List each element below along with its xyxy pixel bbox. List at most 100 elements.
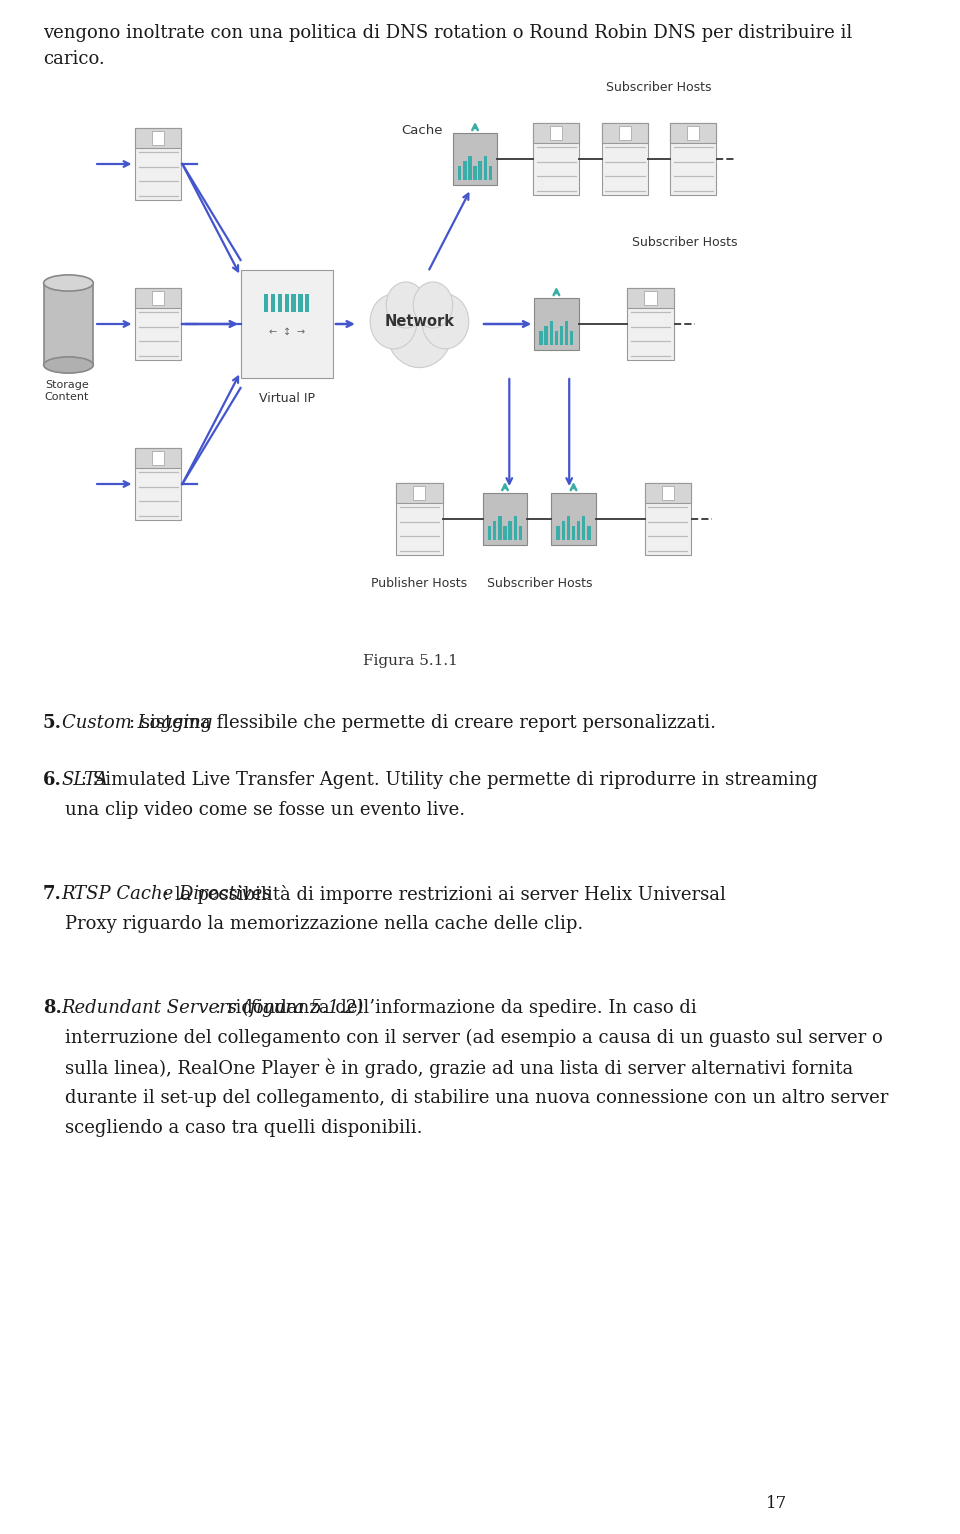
FancyBboxPatch shape xyxy=(264,295,269,311)
FancyBboxPatch shape xyxy=(549,321,553,345)
Text: →: → xyxy=(297,327,304,337)
FancyBboxPatch shape xyxy=(602,123,648,143)
FancyBboxPatch shape xyxy=(153,130,164,146)
Circle shape xyxy=(386,282,425,328)
FancyBboxPatch shape xyxy=(241,270,333,377)
Text: Virtual IP: Virtual IP xyxy=(259,393,315,405)
Text: Subscriber Hosts: Subscriber Hosts xyxy=(632,236,737,249)
FancyBboxPatch shape xyxy=(396,483,443,503)
Text: : la possibilità di imporre restrizioni ai server Helix Universal: : la possibilità di imporre restrizioni … xyxy=(162,885,726,904)
FancyBboxPatch shape xyxy=(396,483,443,555)
Circle shape xyxy=(371,295,417,348)
Text: Storage
Content: Storage Content xyxy=(44,380,89,402)
Text: vengono inoltrate con una politica di DNS rotation o Round Robin DNS per distrib: vengono inoltrate con una politica di DN… xyxy=(43,25,852,41)
FancyBboxPatch shape xyxy=(644,483,691,555)
Text: una clip video come se fosse un evento live.: una clip video come se fosse un evento l… xyxy=(65,801,466,819)
FancyBboxPatch shape xyxy=(43,282,93,365)
FancyBboxPatch shape xyxy=(484,156,487,179)
FancyBboxPatch shape xyxy=(644,483,691,503)
Text: ←: ← xyxy=(269,327,277,337)
Text: Custom Logging: Custom Logging xyxy=(61,713,212,732)
FancyBboxPatch shape xyxy=(670,123,716,195)
Text: SLTA: SLTA xyxy=(61,772,108,788)
FancyBboxPatch shape xyxy=(572,526,575,540)
FancyBboxPatch shape xyxy=(305,295,309,311)
FancyBboxPatch shape xyxy=(468,156,471,179)
FancyBboxPatch shape xyxy=(478,161,482,179)
FancyBboxPatch shape xyxy=(488,526,492,540)
FancyBboxPatch shape xyxy=(550,126,563,140)
Text: Figura 5.1.1: Figura 5.1.1 xyxy=(364,653,458,667)
Ellipse shape xyxy=(43,275,93,291)
FancyBboxPatch shape xyxy=(493,522,496,540)
FancyBboxPatch shape xyxy=(619,126,631,140)
FancyBboxPatch shape xyxy=(551,492,596,545)
FancyBboxPatch shape xyxy=(483,492,527,545)
Text: Proxy riguardo la memorizzazione nella cache delle clip.: Proxy riguardo la memorizzazione nella c… xyxy=(65,914,584,933)
Text: : ridondanza dell’informazione da spedire. In caso di: : ridondanza dell’informazione da spedir… xyxy=(215,999,697,1017)
FancyBboxPatch shape xyxy=(458,166,462,179)
FancyBboxPatch shape xyxy=(271,295,276,311)
FancyBboxPatch shape xyxy=(588,526,590,540)
FancyBboxPatch shape xyxy=(577,522,581,540)
FancyBboxPatch shape xyxy=(153,291,164,305)
FancyBboxPatch shape xyxy=(135,127,181,149)
Text: RTSP Cache Directives: RTSP Cache Directives xyxy=(61,885,272,904)
FancyBboxPatch shape xyxy=(135,448,181,468)
FancyBboxPatch shape xyxy=(562,522,564,540)
FancyBboxPatch shape xyxy=(544,327,548,345)
FancyBboxPatch shape xyxy=(644,291,657,305)
Text: 8.: 8. xyxy=(43,999,61,1017)
Ellipse shape xyxy=(43,357,93,373)
Circle shape xyxy=(421,295,468,348)
FancyBboxPatch shape xyxy=(628,288,674,308)
FancyBboxPatch shape xyxy=(566,515,570,540)
Text: interruzione del collegamento con il server (ad esempio a causa di un guasto sul: interruzione del collegamento con il ser… xyxy=(65,1029,883,1048)
FancyBboxPatch shape xyxy=(540,331,542,345)
FancyBboxPatch shape xyxy=(560,327,564,345)
FancyBboxPatch shape xyxy=(602,123,648,195)
FancyBboxPatch shape xyxy=(498,515,501,540)
FancyBboxPatch shape xyxy=(533,123,580,143)
FancyBboxPatch shape xyxy=(534,298,579,350)
Text: durante il set-up del collegamento, di stabilire una nuova connessione con un al: durante il set-up del collegamento, di s… xyxy=(65,1089,888,1108)
FancyBboxPatch shape xyxy=(414,486,425,500)
FancyBboxPatch shape xyxy=(687,126,700,140)
Text: Cache: Cache xyxy=(401,124,443,138)
FancyBboxPatch shape xyxy=(518,526,522,540)
FancyBboxPatch shape xyxy=(473,166,477,179)
FancyBboxPatch shape xyxy=(628,288,674,360)
FancyBboxPatch shape xyxy=(489,166,492,179)
Text: : Simulated Live Transfer Agent. Utility che permette di riprodurre in streaming: : Simulated Live Transfer Agent. Utility… xyxy=(81,772,818,788)
Text: 17: 17 xyxy=(766,1496,787,1513)
Text: 6.: 6. xyxy=(43,772,61,788)
FancyBboxPatch shape xyxy=(555,331,558,345)
Text: 5.: 5. xyxy=(43,713,61,732)
FancyBboxPatch shape xyxy=(299,295,302,311)
FancyBboxPatch shape xyxy=(453,133,497,186)
FancyBboxPatch shape xyxy=(670,123,716,143)
FancyBboxPatch shape xyxy=(135,127,181,199)
Text: Publisher Hosts: Publisher Hosts xyxy=(372,577,468,591)
FancyBboxPatch shape xyxy=(514,515,517,540)
FancyBboxPatch shape xyxy=(277,295,282,311)
Text: Redundant Servers (figura 5.1.2): Redundant Servers (figura 5.1.2) xyxy=(61,999,364,1017)
FancyBboxPatch shape xyxy=(509,522,512,540)
Text: ↕: ↕ xyxy=(282,327,291,337)
Circle shape xyxy=(386,288,453,368)
FancyBboxPatch shape xyxy=(284,295,289,311)
FancyBboxPatch shape xyxy=(292,295,296,311)
FancyBboxPatch shape xyxy=(557,526,560,540)
FancyBboxPatch shape xyxy=(135,288,181,308)
Text: : sistema flessibile che permette di creare report personalizzati.: : sistema flessibile che permette di cre… xyxy=(129,713,716,732)
FancyBboxPatch shape xyxy=(533,123,580,195)
Text: Network: Network xyxy=(384,314,454,330)
Text: carico.: carico. xyxy=(43,51,105,67)
Text: 7.: 7. xyxy=(43,885,61,904)
FancyBboxPatch shape xyxy=(135,448,181,520)
FancyBboxPatch shape xyxy=(582,515,586,540)
Text: sulla linea), RealOne Player è in grado, grazie ad una lista di server alternati: sulla linea), RealOne Player è in grado,… xyxy=(65,1058,853,1078)
Text: Subscriber Hosts: Subscriber Hosts xyxy=(607,81,712,94)
FancyBboxPatch shape xyxy=(570,331,573,345)
FancyBboxPatch shape xyxy=(503,526,507,540)
